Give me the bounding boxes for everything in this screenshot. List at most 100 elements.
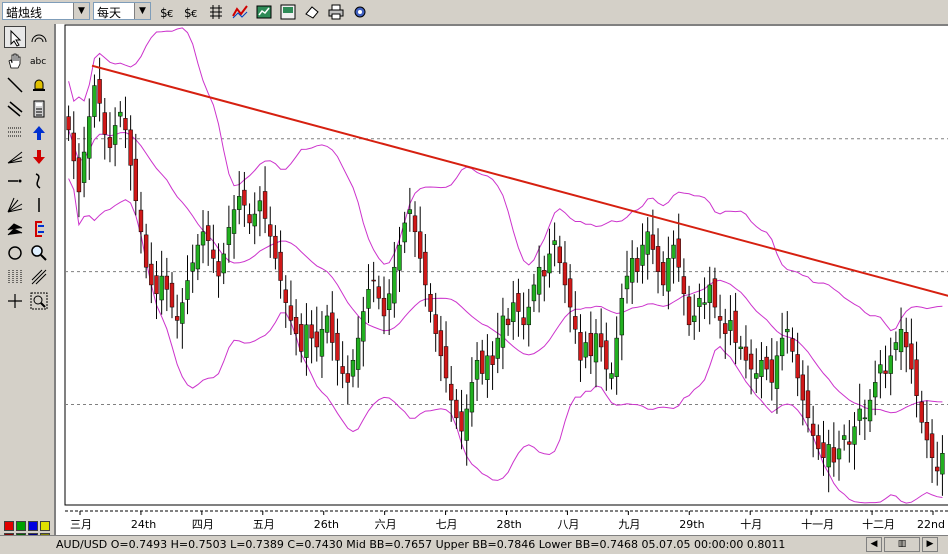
eraser-button[interactable]	[302, 2, 322, 21]
candle-up	[862, 417, 868, 420]
fibonacci-tool[interactable]	[4, 122, 26, 144]
arrow-down-icon	[33, 150, 45, 164]
candle-down	[588, 332, 594, 357]
candle-down	[433, 314, 438, 334]
candle-up	[593, 333, 599, 363]
eraser-icon	[305, 6, 319, 19]
candle-up	[707, 284, 712, 303]
x-axis-label: 八月	[557, 518, 579, 531]
svg-text:€: €	[167, 9, 173, 20]
candle-down	[919, 401, 924, 423]
candle-up	[759, 359, 764, 377]
arc-tool[interactable]	[28, 26, 50, 48]
candle-down	[314, 331, 319, 348]
line-icon	[7, 77, 23, 93]
crosshair-icon	[8, 294, 22, 308]
candle-down	[935, 466, 940, 472]
candle-up	[252, 213, 257, 227]
chart-canvas[interactable]: 三月 24th 四月 五月 26th 六月 七月 28th 八月 九月 29th 十月 十一月 十二月 22…	[56, 24, 948, 538]
period-select[interactable]: 每天 ▼	[93, 2, 151, 20]
zoom-tool[interactable]	[28, 242, 50, 264]
candle-down	[717, 316, 723, 321]
candle-down	[686, 296, 692, 326]
candle-up	[221, 253, 226, 274]
line-tool[interactable]	[4, 74, 26, 96]
zoom-area-tool[interactable]	[28, 290, 50, 312]
color-swatch[interactable]	[40, 521, 50, 531]
candle-down	[76, 157, 82, 193]
parallel-lines-icon	[7, 101, 23, 117]
x-axis-label: 三月	[70, 518, 92, 531]
calculator-tool[interactable]	[28, 98, 50, 120]
candle-down	[174, 316, 180, 321]
print-button[interactable]	[326, 2, 346, 21]
settings-button[interactable]	[350, 2, 370, 21]
sell-arrow-tool[interactable]	[28, 146, 50, 168]
chart-type-select[interactable]: 蜡烛线 ▼	[2, 2, 90, 20]
currency-swap-icon: $ €	[184, 6, 197, 20]
grid-toggle-button[interactable]	[206, 2, 226, 21]
text-tool[interactable]: abc	[28, 50, 50, 72]
color-swatch[interactable]	[16, 521, 26, 531]
chart-properties-button[interactable]	[254, 2, 274, 21]
candle-up	[826, 444, 831, 468]
gann-fan-tool[interactable]	[4, 146, 26, 168]
scroll-thumb[interactable]: ▥	[884, 537, 920, 552]
candle-down	[769, 359, 774, 383]
currency-swap-button[interactable]: $ €	[182, 2, 202, 21]
candle-up	[878, 364, 883, 374]
x-axis-label: 26th	[314, 518, 339, 531]
angle-tool[interactable]	[28, 266, 50, 288]
candle-up	[692, 315, 697, 322]
alert-tool[interactable]	[28, 74, 50, 96]
candle-down	[102, 112, 107, 135]
candle-down	[795, 354, 800, 379]
chevron-down-icon[interactable]: ▼	[134, 3, 150, 19]
candle-down	[578, 332, 583, 361]
candle-down	[924, 422, 930, 441]
x-axis-label: 六月	[375, 518, 397, 531]
buy-arrow-tool[interactable]	[28, 122, 50, 144]
ellipse-tool[interactable]	[4, 242, 26, 264]
candle-up	[195, 244, 201, 270]
candle-down	[557, 246, 562, 264]
candle-up	[779, 337, 785, 357]
vertical-line-tool[interactable]	[28, 194, 50, 216]
currency-pair-button[interactable]: $ €	[158, 2, 178, 21]
indicator-icon	[232, 5, 248, 19]
candle-up	[495, 337, 500, 359]
candle-down	[107, 137, 113, 148]
cycle-lines-tool[interactable]	[4, 266, 26, 288]
ray-fan-icon	[7, 197, 23, 213]
candle-down	[847, 441, 852, 445]
fan-tool[interactable]	[4, 194, 26, 216]
pointer-tool[interactable]	[4, 26, 26, 48]
template-button[interactable]	[278, 2, 298, 21]
bollinger-band-lower	[68, 178, 943, 504]
curve-tool[interactable]	[28, 170, 50, 192]
candle-down	[309, 324, 314, 339]
bollinger-band-upper	[68, 27, 943, 332]
horizontal-line-tool[interactable]	[4, 170, 26, 192]
candle-up	[526, 306, 531, 326]
chevron-down-icon[interactable]: ▼	[73, 3, 89, 19]
candle-down	[490, 355, 495, 365]
indicators-button[interactable]	[230, 2, 250, 21]
channel-tool[interactable]	[4, 218, 26, 240]
candle-down	[650, 234, 656, 250]
candle-down	[128, 129, 133, 166]
candle-down	[376, 286, 382, 299]
candle-down	[149, 263, 154, 286]
hand-tool[interactable]	[4, 50, 26, 72]
candle-down	[216, 261, 221, 277]
candle-down	[293, 317, 299, 334]
crosshair-tool[interactable]	[4, 290, 26, 312]
scroll-left-button[interactable]: ◀	[866, 537, 882, 552]
color-swatch[interactable]	[28, 521, 38, 531]
color-swatch[interactable]	[4, 521, 14, 531]
scroll-right-button[interactable]: ▶	[922, 537, 938, 552]
color-bracket-tool[interactable]	[28, 218, 50, 240]
parallel-lines-tool[interactable]	[4, 98, 26, 120]
price-chart[interactable]: 三月 24th 四月 五月 26th 六月 七月 28th 八月 九月 29th 十月 十一月 十二月 22…	[55, 24, 948, 538]
candle-down	[459, 411, 464, 432]
